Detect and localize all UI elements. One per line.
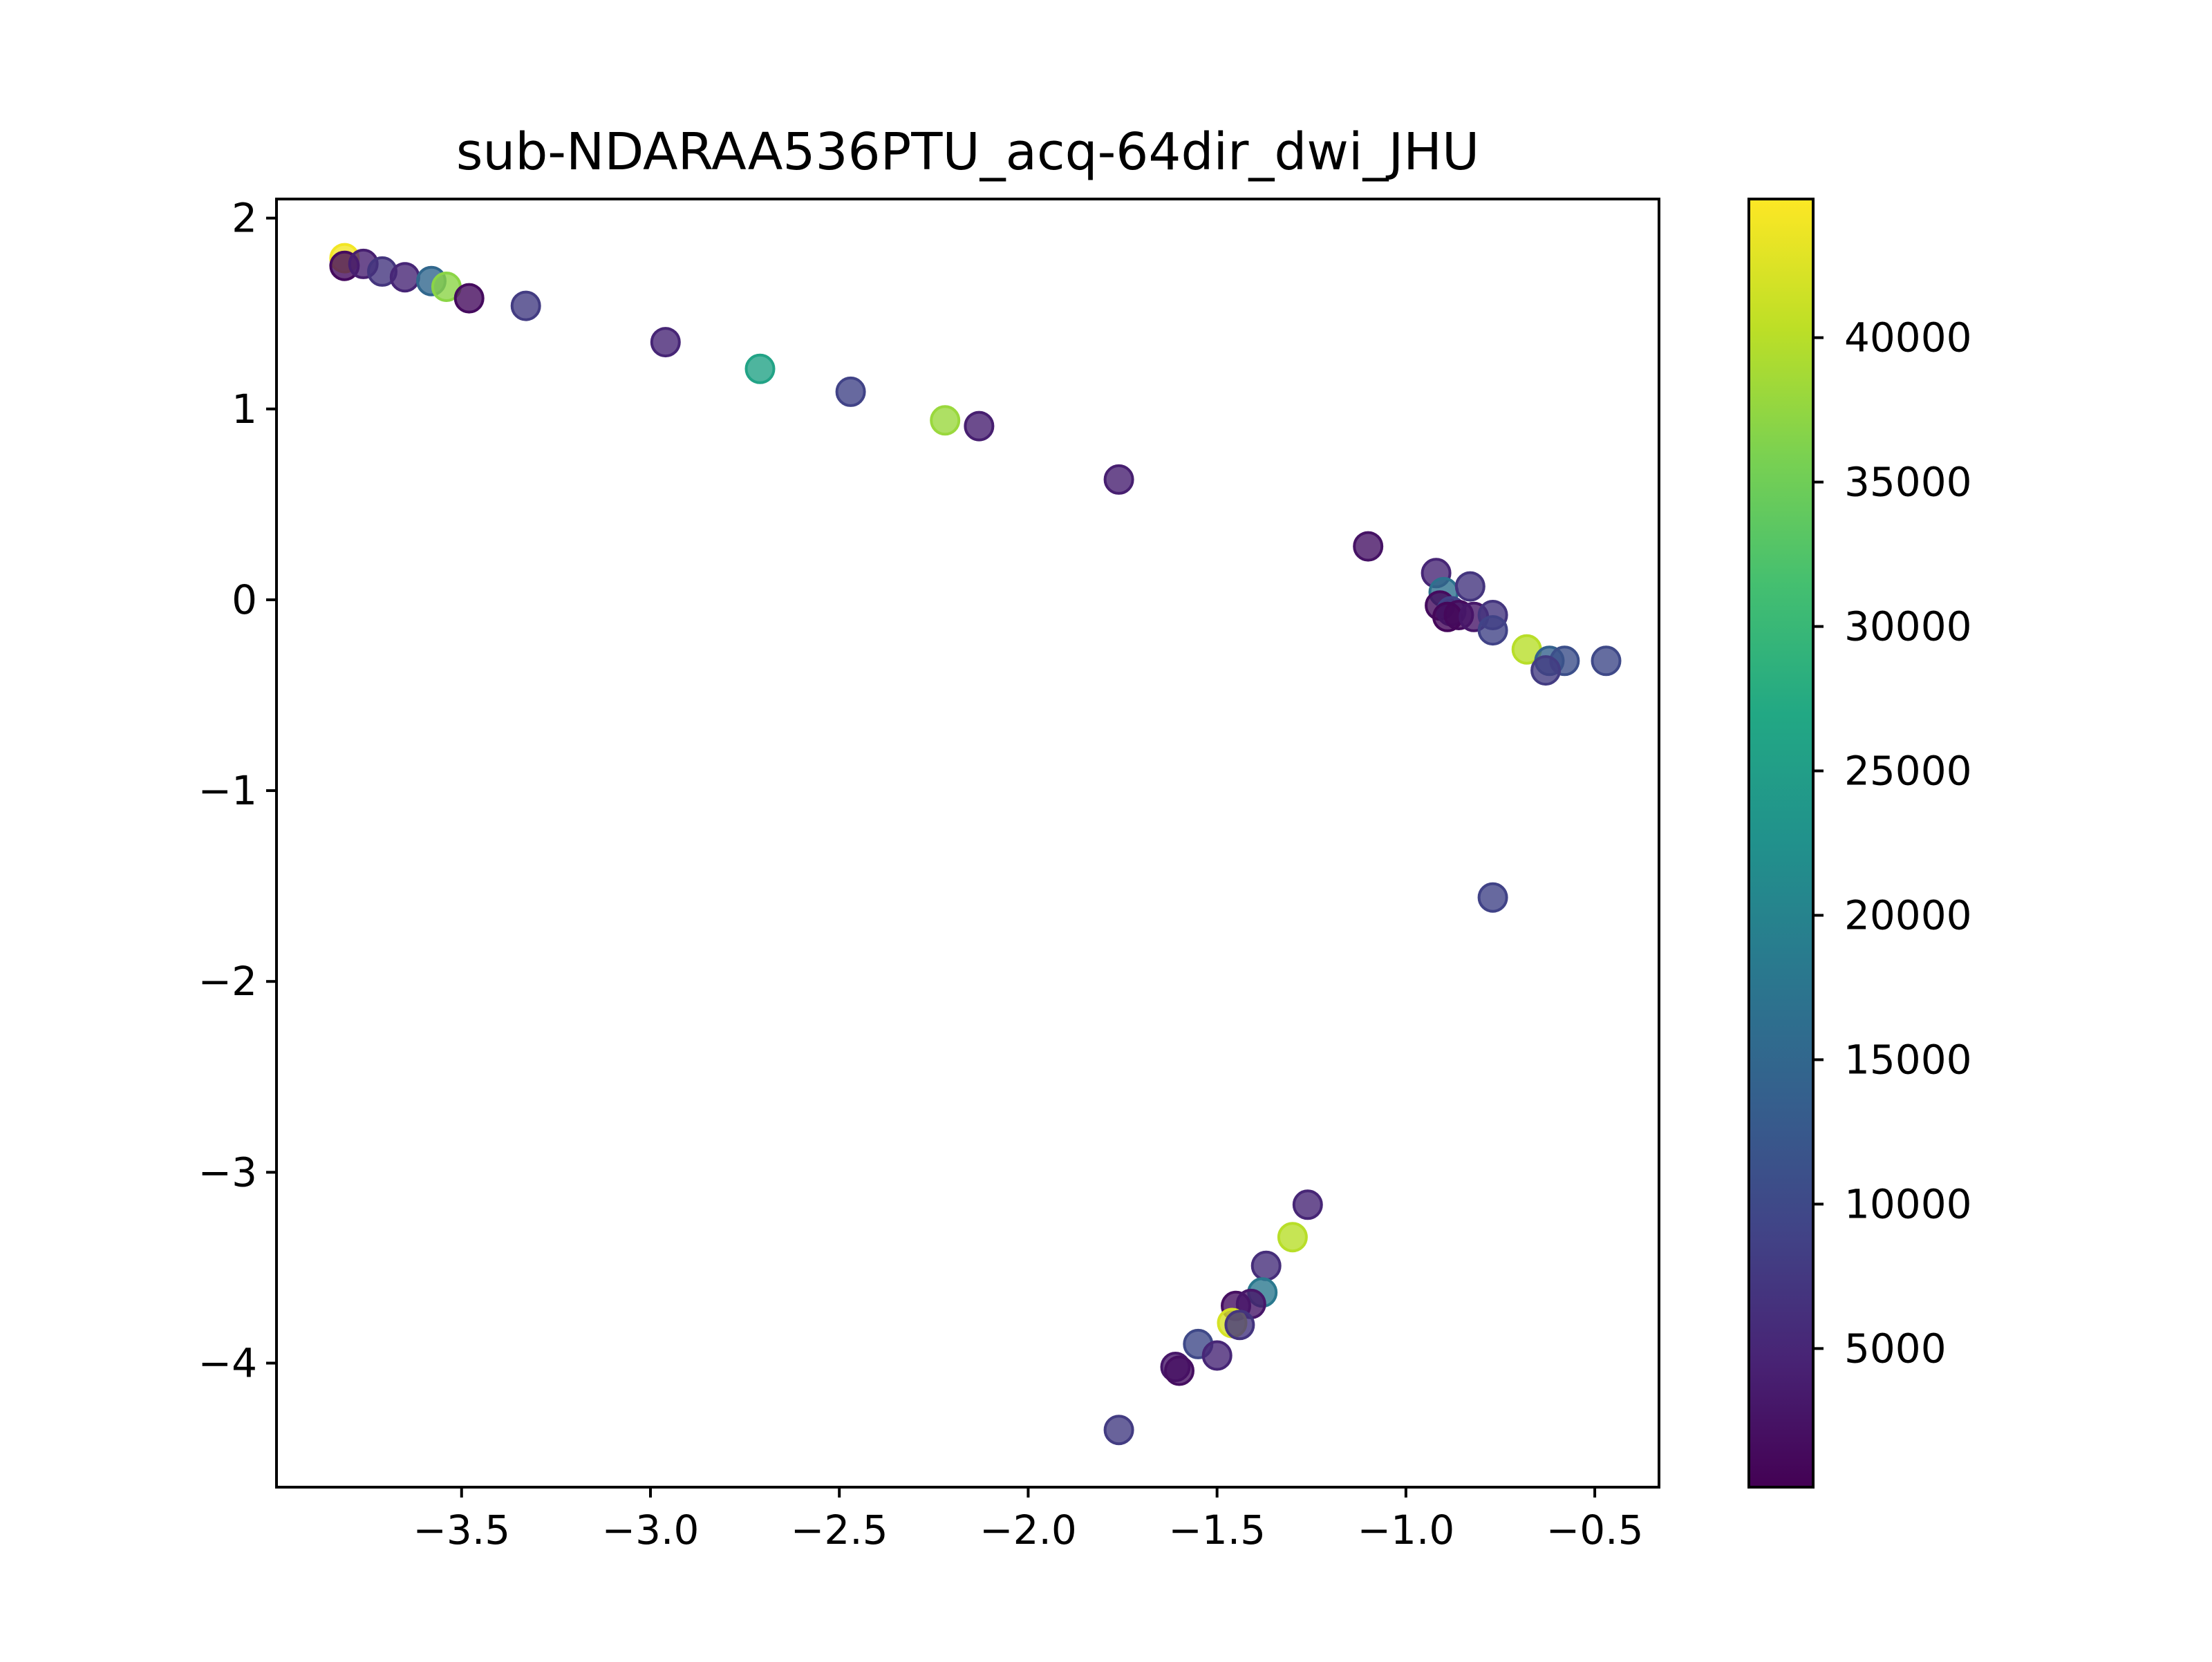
plot-area-frame [275, 198, 1660, 1489]
scatter-point [389, 262, 420, 293]
scatter-point [1103, 464, 1134, 495]
x-tick-label: −3.0 [602, 1507, 700, 1554]
y-tick-label: −2 [198, 958, 258, 1005]
y-tick-label: −4 [198, 1340, 258, 1387]
colorbar-tick-label: 35000 [1844, 459, 1972, 506]
scatter-point [1432, 601, 1463, 632]
scatter-point [1103, 1415, 1134, 1446]
x-tick-label: −2.5 [791, 1507, 888, 1554]
scatter-point [1250, 1250, 1282, 1281]
x-tick-label: −2.0 [980, 1507, 1077, 1554]
y-axis: 2 1 0 −1 −2 −3 −4 [198, 195, 276, 1387]
scatter-point [650, 327, 681, 358]
x-axis: −3.5 −3.0 −2.5 −2.0 −1.5 −1.0 −0.5 [413, 1487, 1644, 1554]
y-tick-label: −3 [198, 1149, 258, 1196]
colorbar-tick-label: 30000 [1844, 603, 1972, 650]
scatter-point [1224, 1310, 1255, 1341]
colorbar-axis: 5000 10000 15000 20000 25000 30000 35000 40000 [1813, 314, 1972, 1372]
scatter-point [930, 405, 961, 436]
colorbar [1747, 198, 1815, 1489]
x-tick-label: −1.5 [1168, 1507, 1266, 1554]
y-tick-label: 1 [232, 386, 257, 433]
x-tick-label: −0.5 [1546, 1507, 1644, 1554]
y-tick-label: 2 [232, 195, 257, 242]
scatter-point [964, 410, 995, 442]
colorbar-tick-label: 20000 [1844, 891, 1972, 938]
scatter-point [1277, 1222, 1308, 1253]
scatter-point [1353, 531, 1384, 562]
y-tick-label: 0 [232, 576, 257, 623]
scatter-point [1164, 1355, 1194, 1386]
chart-title: sub-NDARAA536PTU_acq-64dir_dwi_JHU [456, 122, 1479, 182]
colorbar-tick-label: 15000 [1844, 1036, 1972, 1083]
colorbar-tick-label: 10000 [1844, 1180, 1972, 1227]
scatter-point [510, 290, 541, 321]
scatter-point [1292, 1189, 1323, 1220]
points-layer [329, 243, 1622, 1446]
scatter-point [453, 283, 485, 314]
scatter-point [835, 376, 866, 407]
colorbar-tick-label: 40000 [1844, 314, 1972, 361]
colorbar-tick-label: 5000 [1844, 1325, 1947, 1372]
scatter-point [1591, 645, 1622, 677]
scatter-point [1477, 615, 1508, 646]
colorbar-tick-label: 25000 [1844, 748, 1972, 795]
scatter-point [1454, 571, 1485, 602]
x-tick-label: −1.0 [1357, 1507, 1454, 1554]
x-tick-label: −3.5 [413, 1507, 510, 1554]
scatter-point [1477, 882, 1508, 913]
scatter-point [1530, 655, 1562, 686]
scatter-point [744, 353, 776, 384]
scatter-point [1201, 1340, 1232, 1371]
y-tick-label: −1 [198, 767, 258, 814]
